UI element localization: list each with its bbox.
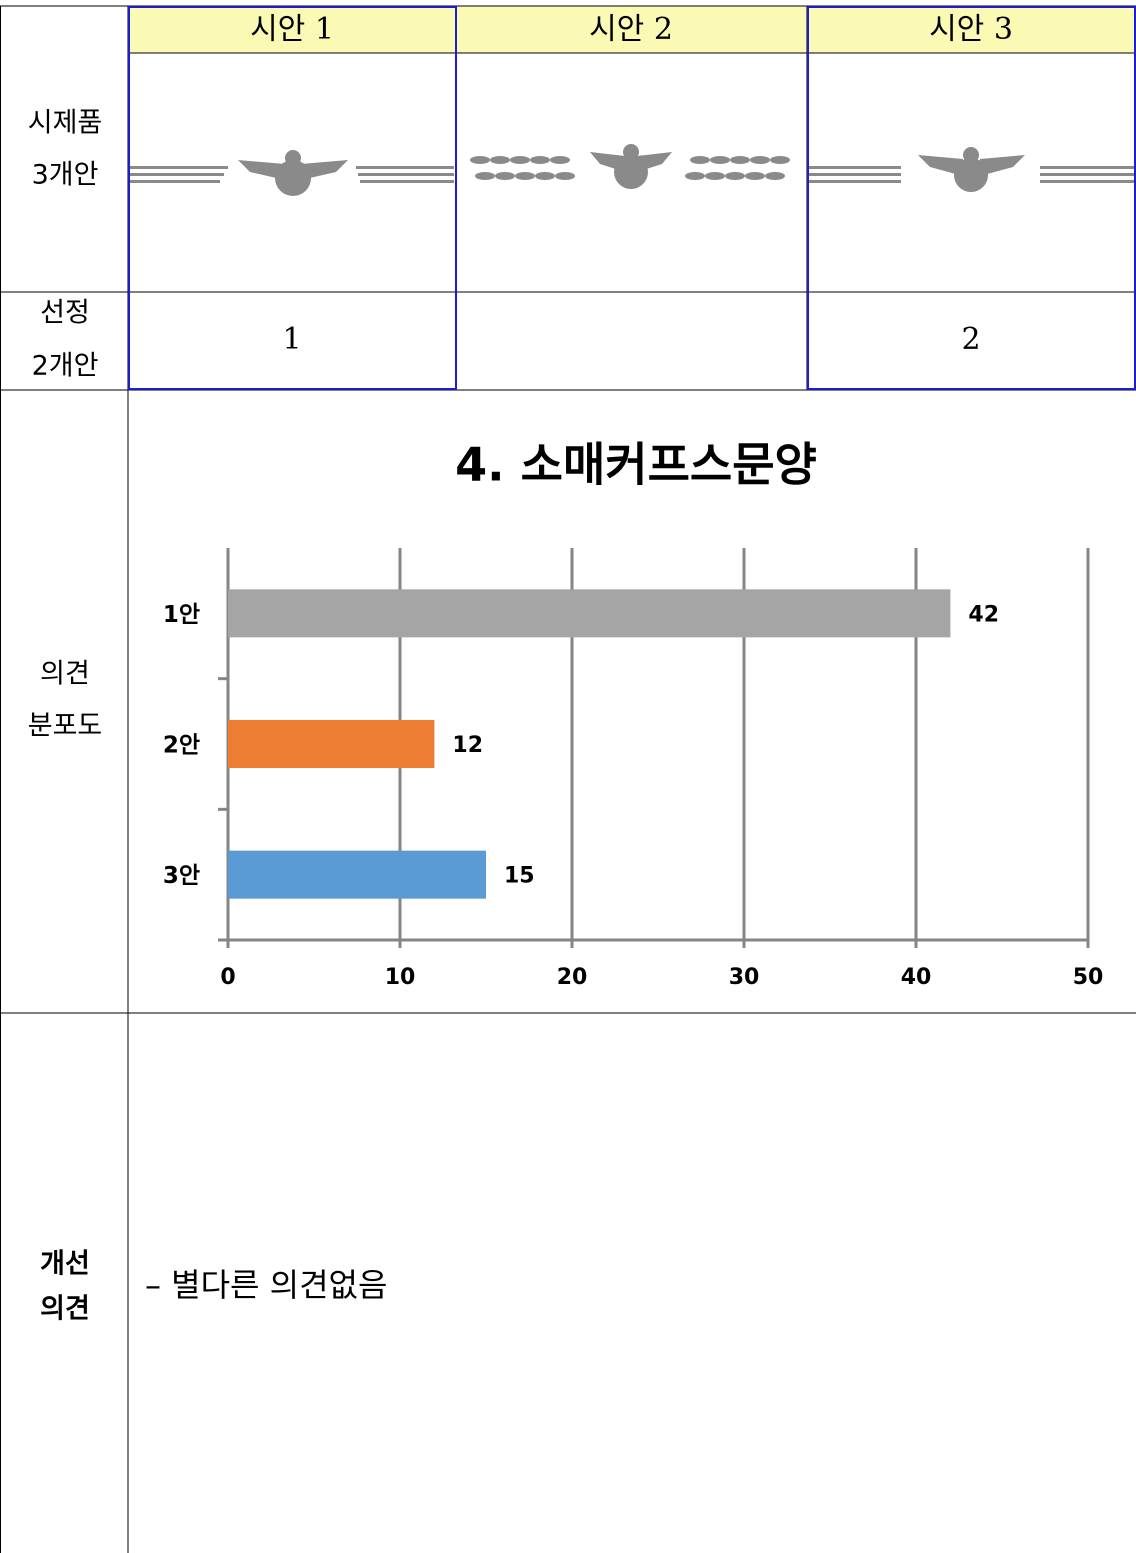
y-tick-label: 3안 <box>163 863 200 889</box>
header-fill <box>128 6 1136 53</box>
x-tick-label: 30 <box>729 965 760 990</box>
header-cell: 시안 2 <box>589 12 673 47</box>
selection-rank: 1 <box>282 322 301 357</box>
x-tick-label: 50 <box>1073 965 1104 990</box>
value-label: 15 <box>504 864 535 889</box>
row-label: 의견 <box>40 1294 90 1325</box>
row-label: 개선 <box>40 1249 90 1280</box>
x-tick-label: 0 <box>220 965 235 990</box>
emblem-design <box>470 144 790 189</box>
chart: 0 10 20 30 40 50 1안 42 2안 12 3안 15 <box>163 548 1103 990</box>
value-label: 42 <box>968 602 999 627</box>
row-label: 의견 <box>40 659 90 690</box>
x-tick-label: 20 <box>557 965 588 990</box>
selection-box <box>128 6 457 390</box>
selection-box <box>807 6 1136 390</box>
header-cell: 시안 3 <box>929 12 1013 47</box>
table-grid <box>0 5 1136 1553</box>
emblem-design <box>809 147 1134 192</box>
row-label: 선정 <box>40 298 90 329</box>
row-label: 분포도 <box>28 711 103 742</box>
selection-rank: 2 <box>961 322 980 357</box>
row-label: 2개안 <box>32 351 99 382</box>
bar <box>228 720 435 768</box>
row-label: 3개안 <box>32 160 99 191</box>
x-tick-label: 40 <box>901 965 932 990</box>
bar <box>228 850 486 899</box>
comment-text: – 별다른 의견없음 <box>145 1266 387 1304</box>
value-label: 12 <box>452 733 483 758</box>
x-tick-label: 10 <box>385 965 416 990</box>
bar <box>228 589 951 638</box>
emblem-design <box>130 150 454 196</box>
y-tick-label: 1안 <box>163 602 200 628</box>
row-label: 시제품 <box>28 108 103 139</box>
chart-title: 4. 소매커프스문양 <box>455 438 817 492</box>
header-cell: 시안 1 <box>250 12 334 47</box>
y-tick-label: 2안 <box>163 733 200 759</box>
